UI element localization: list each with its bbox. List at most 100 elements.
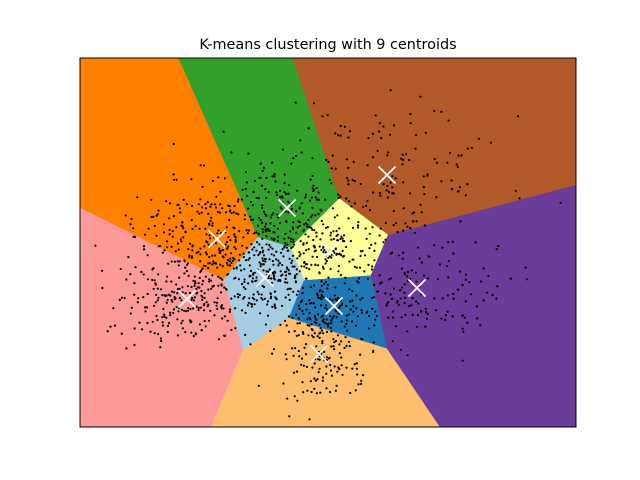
data-point xyxy=(371,307,374,310)
data-point xyxy=(447,241,450,244)
data-point xyxy=(338,352,341,355)
data-point xyxy=(190,285,193,288)
data-point xyxy=(321,265,324,268)
data-point xyxy=(240,198,243,201)
data-point xyxy=(161,294,164,297)
data-point xyxy=(203,319,206,323)
data-point xyxy=(170,280,173,283)
data-point xyxy=(389,252,392,255)
data-point xyxy=(325,259,328,263)
data-point xyxy=(297,317,300,320)
data-point xyxy=(136,301,139,304)
data-point xyxy=(347,217,350,220)
data-point xyxy=(172,311,175,315)
data-point xyxy=(222,307,225,310)
data-point xyxy=(316,292,319,295)
data-point xyxy=(365,204,368,207)
data-point xyxy=(310,196,313,199)
data-point xyxy=(157,296,160,299)
data-point xyxy=(226,247,229,250)
data-point xyxy=(334,167,337,170)
data-point xyxy=(351,367,354,370)
data-point xyxy=(123,297,126,300)
data-point xyxy=(406,330,409,333)
data-point xyxy=(389,133,392,136)
data-point xyxy=(261,204,264,207)
data-point xyxy=(325,330,329,334)
data-point xyxy=(326,226,329,229)
data-point xyxy=(378,130,381,133)
data-point xyxy=(371,132,374,135)
data-point xyxy=(559,201,562,204)
data-point xyxy=(180,322,183,325)
data-point xyxy=(365,311,368,314)
data-point xyxy=(209,205,212,208)
data-point xyxy=(295,370,299,373)
data-point xyxy=(167,262,170,265)
data-point xyxy=(253,246,256,249)
data-point xyxy=(140,328,144,331)
data-point xyxy=(308,268,311,271)
data-point xyxy=(294,347,297,350)
data-point xyxy=(255,276,258,279)
data-point xyxy=(339,195,342,198)
data-point xyxy=(247,207,250,210)
data-point xyxy=(249,274,252,278)
data-point xyxy=(191,249,194,252)
data-point xyxy=(247,152,250,155)
data-point xyxy=(314,379,317,382)
data-point xyxy=(321,379,324,382)
data-point xyxy=(345,322,348,325)
data-point xyxy=(242,252,245,255)
data-point xyxy=(244,287,247,291)
data-point xyxy=(246,194,249,197)
data-point xyxy=(325,387,328,390)
data-point xyxy=(193,284,196,287)
data-point xyxy=(376,149,379,152)
data-point xyxy=(233,295,236,298)
data-point xyxy=(332,238,335,241)
data-point xyxy=(243,278,246,281)
data-point xyxy=(165,316,168,319)
data-point xyxy=(249,215,252,218)
data-point xyxy=(273,175,276,178)
data-point xyxy=(306,223,309,226)
data-point xyxy=(246,304,249,307)
data-point xyxy=(339,237,342,241)
data-point xyxy=(274,180,277,183)
data-point xyxy=(312,238,315,242)
data-point xyxy=(433,109,436,113)
data-point xyxy=(237,296,240,299)
data-point xyxy=(331,154,334,157)
data-point xyxy=(306,389,309,392)
data-point xyxy=(288,257,291,260)
data-point xyxy=(269,216,273,219)
data-point xyxy=(238,293,241,297)
data-point xyxy=(302,312,305,315)
data-point xyxy=(366,164,369,167)
data-point xyxy=(192,299,195,302)
data-point xyxy=(180,240,183,243)
data-point xyxy=(321,340,324,343)
data-point xyxy=(137,297,140,300)
data-point xyxy=(184,231,187,234)
data-point xyxy=(461,314,464,317)
data-point xyxy=(229,257,232,260)
data-point xyxy=(258,261,261,264)
data-point xyxy=(354,324,358,327)
data-point xyxy=(311,174,314,177)
data-point xyxy=(303,265,306,268)
data-point xyxy=(320,280,323,283)
data-point xyxy=(142,273,145,276)
data-point xyxy=(299,301,302,304)
data-point xyxy=(468,281,471,284)
plot-frame xyxy=(79,57,577,428)
data-point xyxy=(250,243,253,246)
data-point xyxy=(193,282,197,285)
data-point xyxy=(204,227,207,230)
data-point xyxy=(201,283,204,286)
data-point xyxy=(217,229,220,232)
data-point xyxy=(319,327,322,330)
data-point xyxy=(172,173,175,176)
